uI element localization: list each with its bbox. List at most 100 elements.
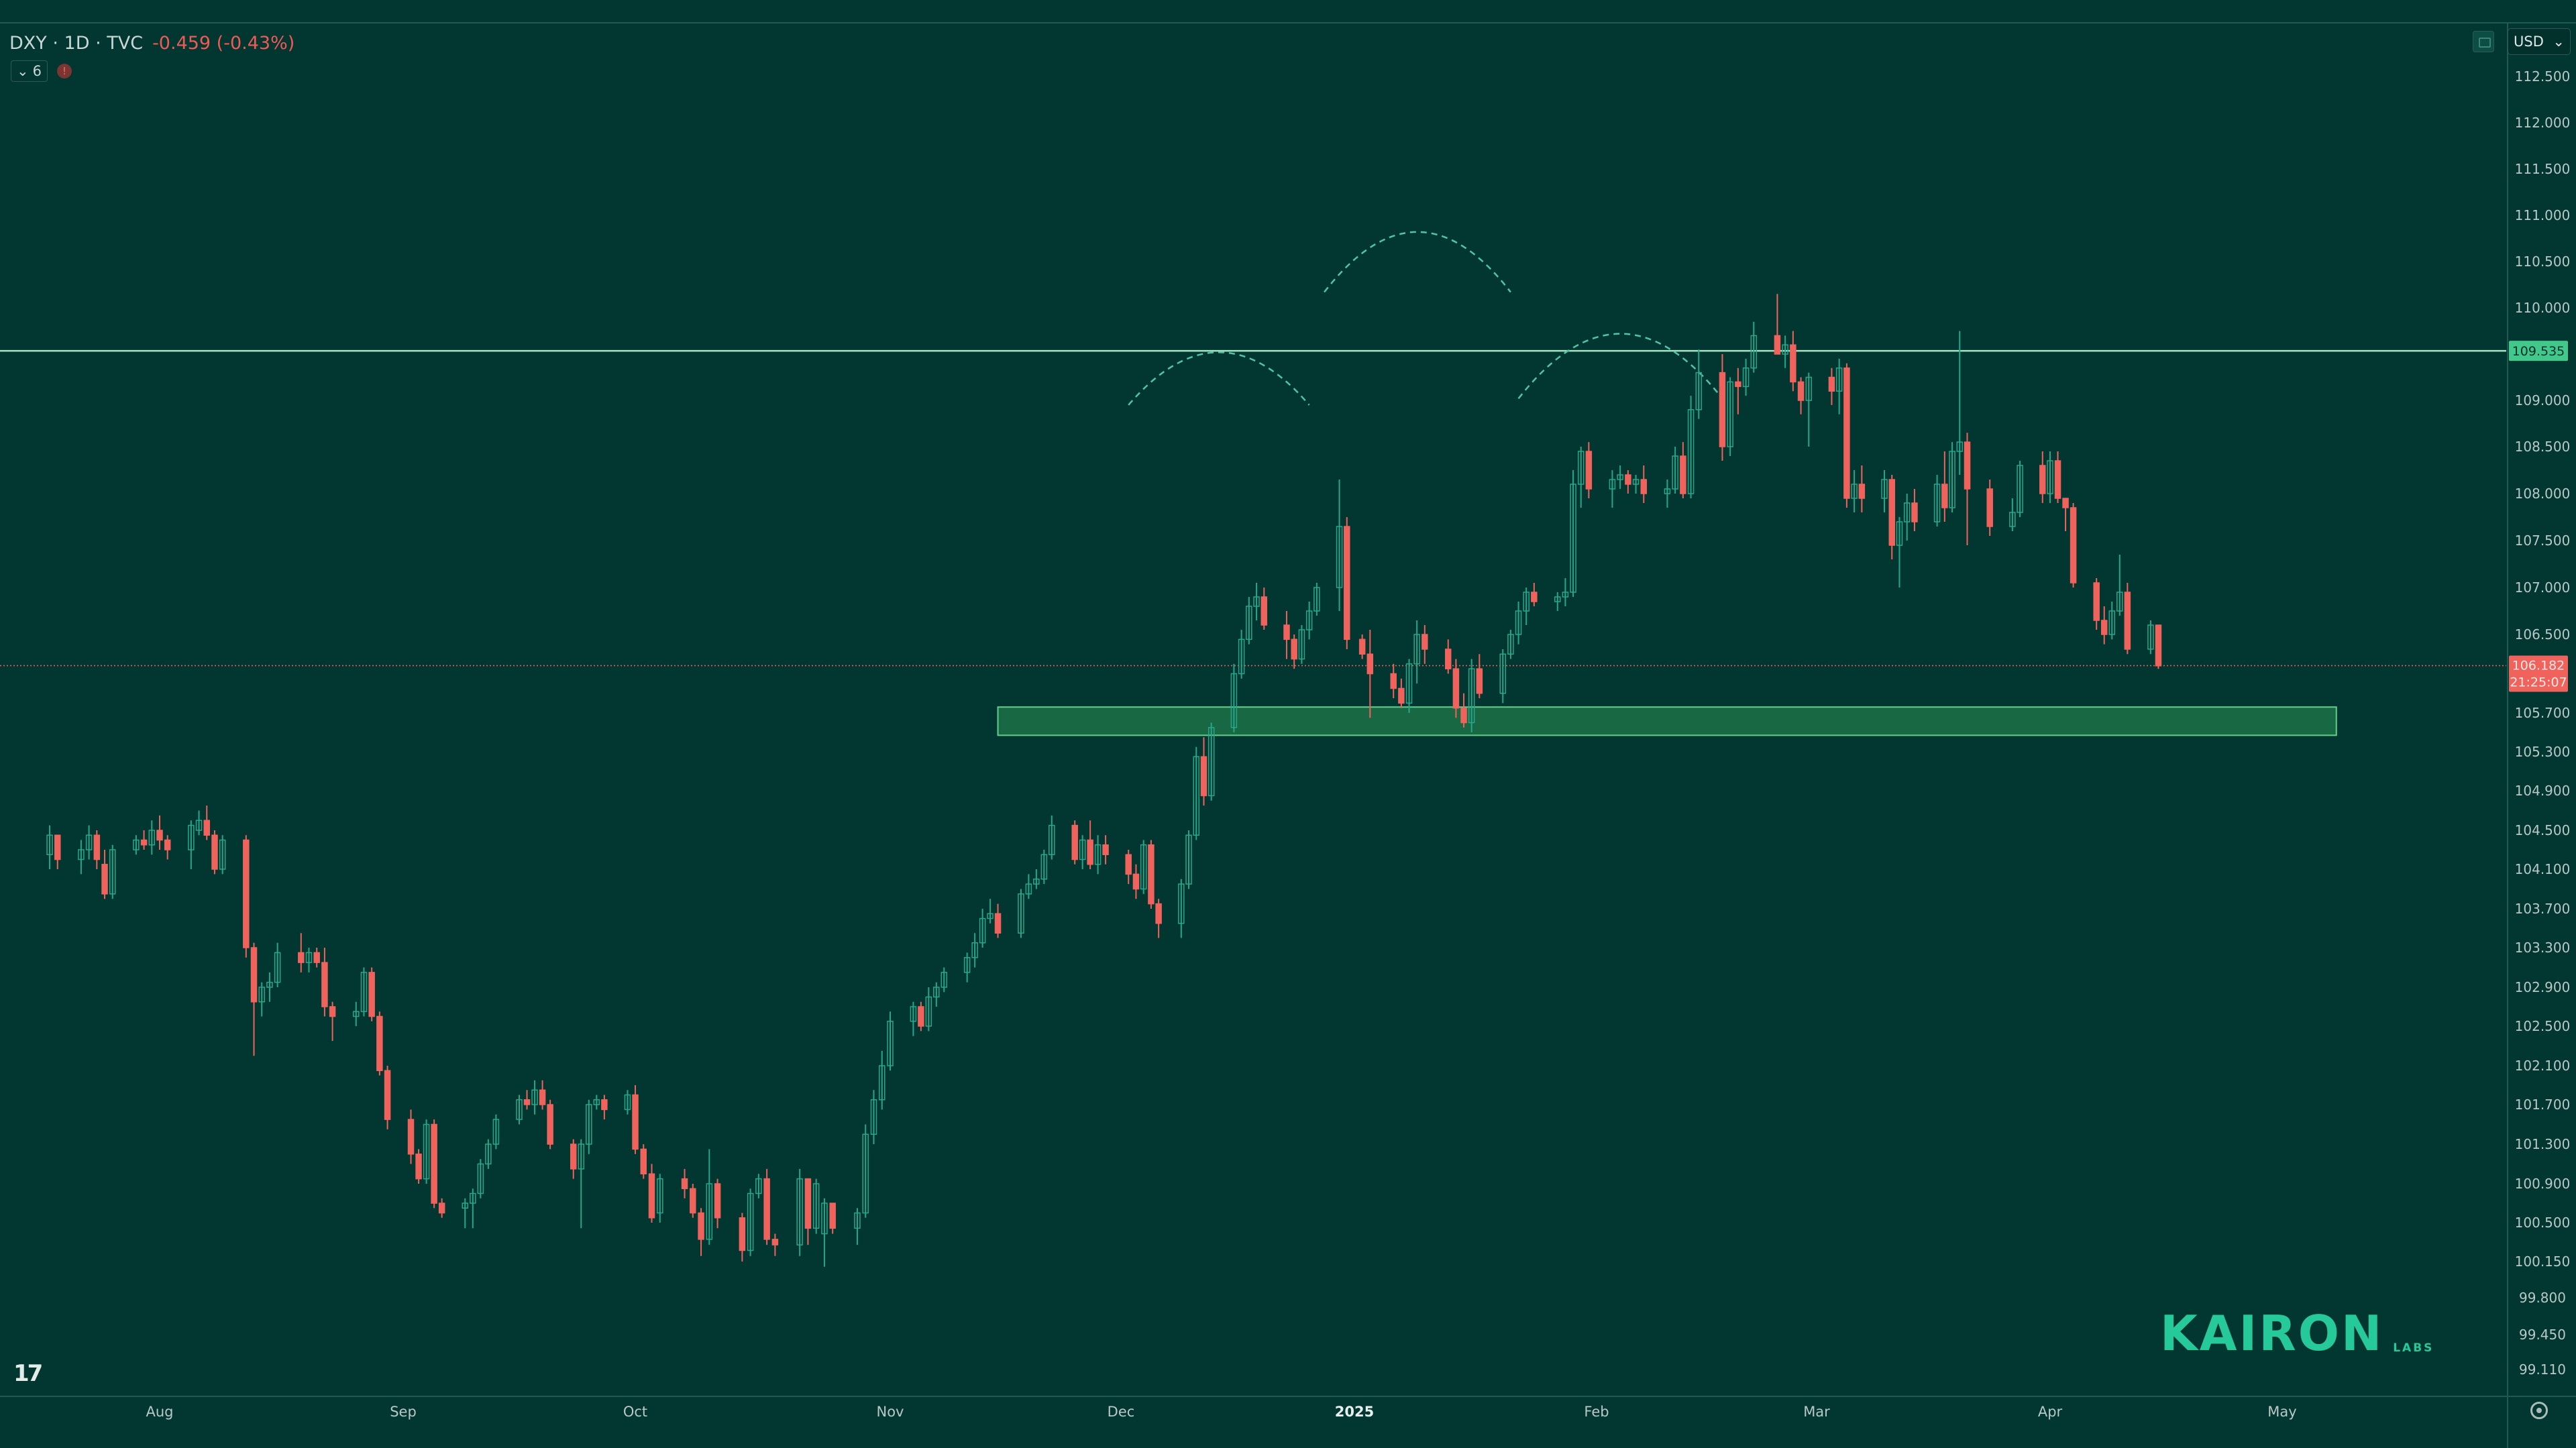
symbol-header: DXY · 1D · TVC -0.459 (-0.43%) [9, 30, 294, 56]
candle-body [46, 834, 53, 855]
candle [648, 1164, 655, 1223]
candle-body [1843, 367, 1850, 499]
candle [878, 1050, 885, 1110]
candle [1094, 835, 1102, 875]
candle-body [593, 1099, 600, 1105]
y-tick-label: 108.000 [2515, 486, 2571, 502]
x-tick-label: Oct [623, 1404, 647, 1420]
candle [1358, 634, 1366, 659]
y-tick-label: 101.300 [2515, 1136, 2571, 1152]
indicators-toggle-button[interactable]: ⌄ 6 [11, 60, 48, 82]
candle [862, 1124, 869, 1218]
candle-body [690, 1188, 696, 1214]
candle [1148, 840, 1155, 909]
candle-body [313, 952, 320, 963]
candle-body [321, 962, 328, 1007]
candle [516, 1095, 523, 1125]
candle [2100, 606, 2108, 645]
candle [1664, 480, 1671, 508]
candle [1949, 442, 1955, 512]
y-tick-label: 100.150 [2515, 1254, 2571, 1270]
candle [195, 810, 203, 836]
candle [1843, 363, 1850, 508]
alert-icon[interactable]: ! [56, 64, 72, 78]
candle-body [657, 1178, 663, 1214]
candle-body [1238, 638, 1245, 675]
candle-body [1941, 484, 1948, 508]
candle-body [266, 981, 273, 988]
candles [46, 294, 2162, 1267]
candle-body [1858, 484, 1866, 499]
candle-body [1570, 484, 1576, 593]
candle-body [1246, 606, 1252, 641]
candle-body [755, 1178, 762, 1194]
candle [133, 835, 140, 855]
currency-selector[interactable]: USD ⌄ [2508, 28, 2571, 55]
candle-body [632, 1094, 639, 1150]
candle-body [1260, 596, 1268, 626]
candle [1499, 649, 1507, 704]
candle [462, 1198, 469, 1229]
tradingview-logo[interactable]: 17 [13, 1360, 43, 1387]
candle-body [887, 1021, 894, 1066]
price-change: -0.459 (-0.43%) [152, 32, 295, 54]
candle [1625, 470, 1631, 494]
candle [2147, 620, 2154, 655]
candle [1562, 578, 1569, 606]
y-tick-label: 100.500 [2515, 1215, 2571, 1231]
candle [1835, 358, 1843, 414]
candle-body [870, 1099, 877, 1135]
candle [1444, 639, 1452, 674]
candle-body [941, 972, 948, 988]
candle-body [2047, 460, 2053, 494]
candle [258, 982, 265, 1017]
candle [987, 899, 994, 924]
candle [706, 1149, 713, 1245]
candle [1507, 630, 1514, 659]
candle-body [1742, 367, 1750, 388]
y-tick-label: 100.900 [2515, 1176, 2571, 1192]
candle [1986, 480, 1993, 536]
candle-body [925, 996, 932, 1027]
candle-body [1413, 634, 1420, 665]
candle [1452, 659, 1460, 718]
candle-body [1305, 610, 1313, 630]
candle [747, 1188, 754, 1256]
candle [1193, 746, 1200, 840]
candle-body [539, 1089, 546, 1105]
candle-body [1033, 879, 1040, 885]
candle [1238, 630, 1245, 679]
candle [870, 1090, 877, 1144]
candle [1672, 447, 1678, 494]
candle [1018, 889, 1024, 938]
x-tick-label: Aug [146, 1404, 173, 1420]
settings-icon[interactable] [2530, 1402, 2548, 1419]
candle [1585, 442, 1593, 498]
candle [46, 825, 53, 869]
candle-body [910, 1006, 917, 1022]
x-tick-label: Dec [1108, 1404, 1135, 1420]
y-tick-label: 105.300 [2515, 744, 2571, 760]
candle-body [1283, 624, 1290, 641]
candle [1782, 335, 1788, 368]
symbol-label[interactable]: DXY · 1D · TVC [9, 32, 144, 54]
candle [1523, 588, 1529, 625]
x-tick-label: Sep [390, 1404, 417, 1420]
candle [1933, 475, 1941, 526]
snapshot-icon[interactable] [2473, 31, 2494, 52]
candle [2047, 451, 2053, 503]
candle-body [1835, 367, 1843, 392]
candle [963, 952, 971, 983]
candle-body [85, 834, 93, 850]
candle [54, 834, 61, 869]
candle [681, 1168, 688, 1199]
candle-body [963, 957, 971, 973]
candle-body [1986, 488, 1993, 527]
candle [1398, 678, 1405, 708]
candle [1468, 659, 1475, 732]
candle-body [1018, 893, 1024, 934]
candle [1230, 663, 1238, 732]
candle-body [2009, 512, 2016, 527]
